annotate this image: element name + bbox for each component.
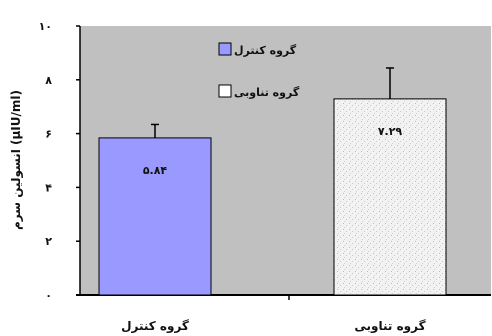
data-label-2: ۷.۲۹ xyxy=(378,125,403,138)
legend-swatch-2 xyxy=(218,84,232,98)
y-tick-label: ۱۰ xyxy=(39,20,52,33)
bars: ۵.۸۴ ۷.۲۹ xyxy=(98,67,447,296)
legend: گروه کنترل گروه تناوبی xyxy=(218,42,300,99)
category-labels: گروه کنترل گروه تناوبی xyxy=(121,319,426,334)
y-tick-label: ۸ xyxy=(45,74,52,87)
legend-swatch-1 xyxy=(218,42,232,56)
legend-label-1: گروه کنترل xyxy=(234,44,297,57)
bar-2 xyxy=(333,98,447,296)
y-axis-title: انسولین سرم (µIU/ml) xyxy=(9,90,24,230)
data-label-1: ۵.۸۴ xyxy=(143,164,168,177)
bar-1 xyxy=(98,137,212,296)
y-tick-label: ۶ xyxy=(45,128,52,141)
y-axis: ۰ ۲ ۴ ۶ ۸ ۱۰ xyxy=(39,20,80,302)
y-tick-label: ۲ xyxy=(45,235,52,248)
y-tick-label: ۰ xyxy=(45,289,52,302)
x-category-label: گروه کنترل xyxy=(121,319,189,334)
legend-label-2: گروه تناوبی xyxy=(234,86,300,99)
x-category-label: گروه تناوبی xyxy=(354,319,425,334)
y-tick-label: ۴ xyxy=(45,181,52,194)
